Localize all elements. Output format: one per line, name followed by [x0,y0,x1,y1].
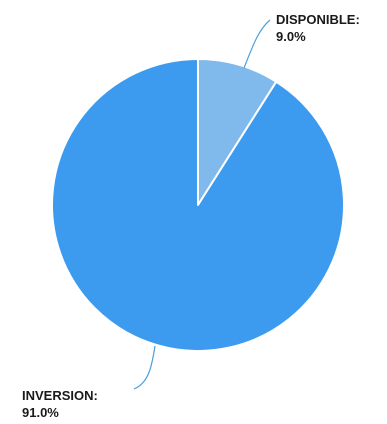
leader-line-disponible [243,19,271,69]
slice-label-inversion: INVERSION: [22,388,98,403]
labels-layer: DISPONIBLE: 9.0% INVERSION: 91.0% [22,12,360,420]
leader-lines-layer [133,19,271,390]
slice-value-label-disponible: 9.0% [276,29,306,44]
pie-slice-disponible [197,58,278,206]
slice-value-label-inversion: 91.0% [22,405,59,420]
pie-slice-inversion [51,58,345,352]
slices-layer [51,58,345,352]
leader-line-inversion [133,345,156,390]
slice-label-disponible: DISPONIBLE: [276,12,360,27]
